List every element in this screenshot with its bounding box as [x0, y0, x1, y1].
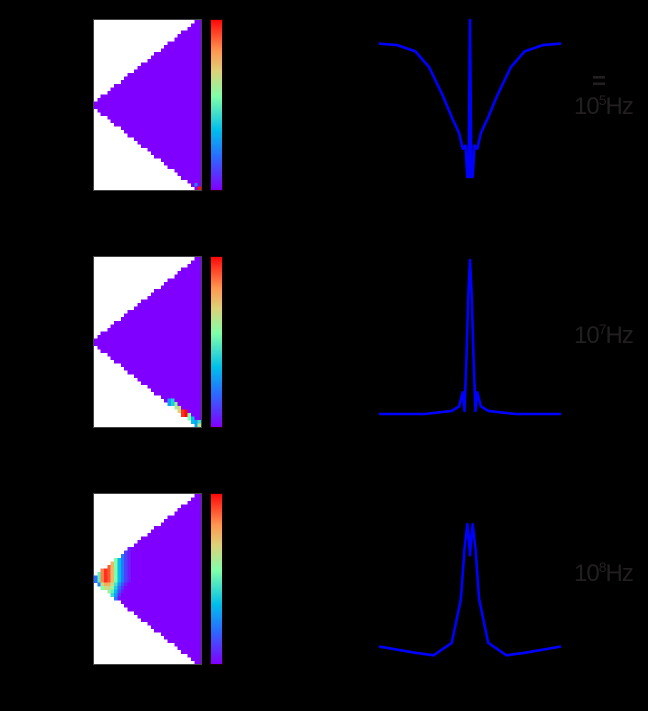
- panel-row-3: 108Hz: [0, 474, 648, 711]
- label-base: 10: [574, 93, 600, 120]
- colorbar-2: [211, 257, 222, 427]
- equals-sign: =: [592, 68, 607, 95]
- line-plot-1: [378, 10, 562, 190]
- colorbar-1: [211, 20, 222, 190]
- label-base: 10: [574, 322, 600, 349]
- label-unit: Hz: [605, 93, 634, 120]
- label-base: 10: [574, 560, 600, 587]
- panel-row-2: 107Hz: [0, 237, 648, 474]
- heatmap-panel-3: [94, 494, 201, 664]
- frequency-label-3: 108Hz: [574, 559, 634, 588]
- colorbar-3: [211, 494, 222, 664]
- panel-row-1: = 105Hz: [0, 0, 648, 237]
- line-plot-2: [378, 247, 562, 427]
- line-plot-3: [378, 484, 562, 664]
- label-exponent: 7: [598, 321, 607, 337]
- label-unit: Hz: [605, 322, 634, 349]
- label-exponent: 8: [598, 559, 607, 575]
- heatmap-panel-2: [94, 257, 201, 427]
- label-unit: Hz: [605, 560, 634, 587]
- frequency-label-2: 107Hz: [574, 321, 634, 350]
- label-exponent: 5: [598, 92, 607, 108]
- frequency-label-1: 105Hz: [574, 92, 634, 121]
- heatmap-panel-1: [94, 20, 201, 190]
